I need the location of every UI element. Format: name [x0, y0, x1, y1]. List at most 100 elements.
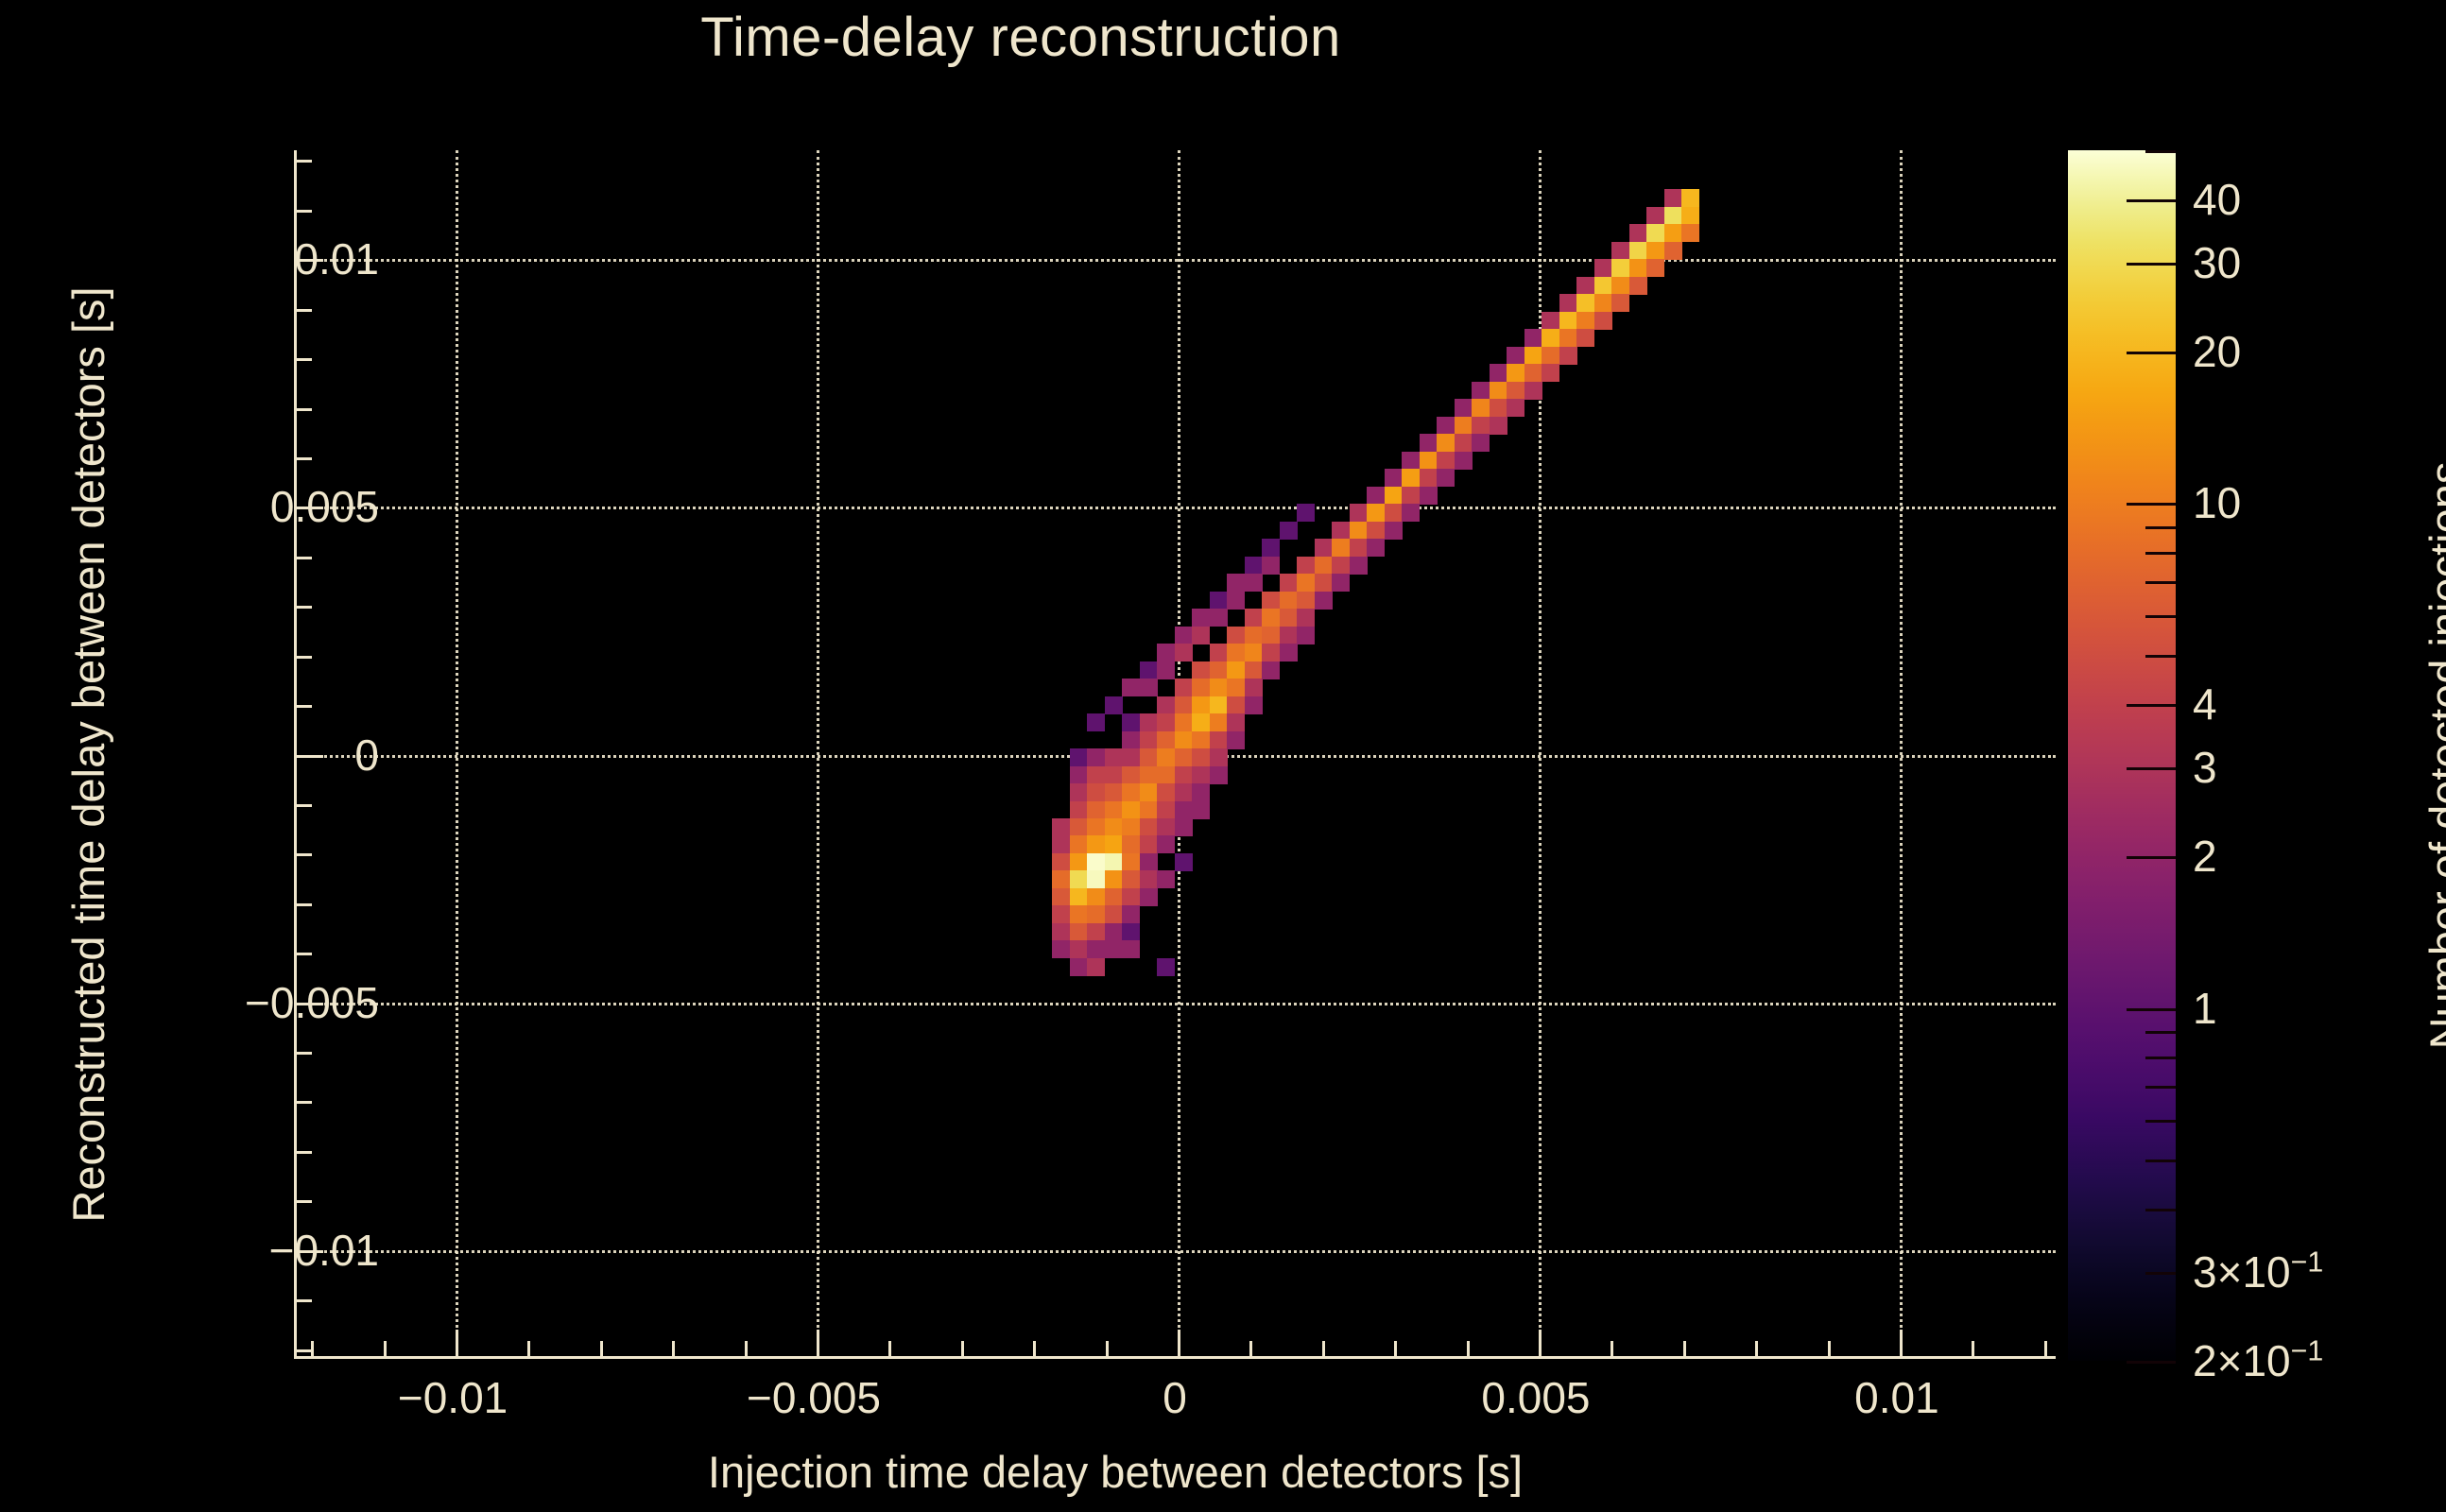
heatmap-cell — [1455, 417, 1473, 435]
heatmap-cell — [1280, 592, 1298, 610]
colorbar[interactable] — [2068, 150, 2176, 1364]
colorbar-title: Number of detected injections — [2420, 461, 2446, 1050]
heatmap-cell — [1140, 801, 1158, 819]
x-tick-label: −0.01 — [397, 1373, 508, 1422]
heatmap-cell — [1210, 766, 1228, 784]
heatmap-cell — [1140, 818, 1158, 836]
gridline-vertical — [456, 150, 459, 1356]
heatmap-cell — [1175, 801, 1193, 819]
heatmap-cell — [1576, 312, 1594, 330]
heatmap-cell — [1122, 731, 1140, 749]
heatmap-cell — [1472, 434, 1490, 452]
colorbar-tick-major — [2127, 503, 2176, 507]
y-tick-minor — [297, 407, 312, 411]
y-tick-minor — [297, 1150, 312, 1154]
heatmap-cell — [1402, 487, 1420, 505]
colorbar-tick-label: 3 — [2193, 742, 2217, 792]
heatmap-cell — [1262, 592, 1280, 610]
heatmap-cell — [1122, 923, 1140, 941]
heatmap-cell — [1122, 835, 1140, 853]
heatmap-cell — [1070, 958, 1088, 976]
colorbar-tick-minor — [2145, 1086, 2176, 1090]
heatmap-cell — [1576, 294, 1594, 312]
heatmap-cell — [1157, 818, 1175, 836]
heatmap-cell — [1332, 574, 1350, 592]
y-tick-minor — [297, 953, 312, 956]
heatmap-cell — [1087, 818, 1105, 836]
heatmap-cell — [1105, 835, 1123, 853]
heatmap-cell — [1192, 783, 1210, 801]
heatmap-cell — [1280, 644, 1298, 662]
heatmap-cell — [1052, 818, 1070, 836]
colorbar-tick-minor — [2145, 150, 2176, 153]
x-axis-title: Injection time delay between detectors [… — [707, 1447, 1524, 1497]
page-title: Time-delay reconstruction — [700, 7, 1341, 68]
colorbar-tick-label: 2×10−1 — [2193, 1335, 2324, 1385]
colorbar-tick-label: 2 — [2193, 831, 2217, 881]
heatmap-cell — [1402, 469, 1420, 487]
heatmap-cell — [1105, 748, 1123, 766]
heatmap-cell — [1210, 713, 1228, 731]
heatmap-cell — [1157, 766, 1175, 784]
heatmap-cell — [1227, 713, 1245, 731]
x-tick-minor — [599, 1341, 603, 1356]
gridline-vertical — [1899, 150, 1903, 1356]
heatmap-cell — [1455, 434, 1473, 452]
heatmap-cell — [1646, 259, 1664, 277]
colorbar-tick-major — [2127, 703, 2176, 707]
heatmap-cell — [1192, 627, 1210, 644]
heatmap-cell — [1227, 662, 1245, 679]
x-tick-minor — [888, 1341, 892, 1356]
heatmap-cell — [1210, 748, 1228, 766]
heatmap-cell — [1315, 574, 1333, 592]
heatmap-cell — [1192, 748, 1210, 766]
heatmap-cell — [1157, 748, 1175, 766]
heatmap-cell — [1559, 347, 1577, 365]
heatmap-cell — [1681, 189, 1699, 207]
heatmap-cell — [1087, 766, 1105, 784]
heatmap-cell — [1140, 679, 1158, 696]
x-tick-minor — [1105, 1341, 1109, 1356]
heatmap-cell — [1262, 662, 1280, 679]
heatmap-cell — [1175, 696, 1193, 714]
y-tick-minor — [297, 1299, 312, 1303]
heatmap-cell — [1192, 679, 1210, 696]
heatmap-cell — [1576, 277, 1594, 295]
colorbar-tick-label: 4 — [2193, 679, 2217, 729]
heatmap-cell — [1367, 539, 1385, 557]
heatmap-cell — [1524, 329, 1542, 347]
heatmap-cell — [1332, 522, 1350, 540]
colorbar-tick-label: 20 — [2193, 326, 2242, 376]
heatmap-cell — [1681, 224, 1699, 242]
heatmap-cell — [1297, 592, 1315, 610]
heatmap-cell — [1087, 783, 1105, 801]
heatmap-cell — [1157, 835, 1175, 853]
x-tick-minor — [1827, 1341, 1831, 1356]
heatmap-cell — [1559, 312, 1577, 330]
heatmap-cell — [1507, 347, 1524, 365]
x-tick-minor — [311, 1341, 315, 1356]
heatmap-cell — [1070, 818, 1088, 836]
heatmap-cell — [1140, 731, 1158, 749]
heatmap-cell — [1140, 748, 1158, 766]
gridline-horizontal — [297, 259, 2056, 263]
heatmap-cell — [1122, 679, 1140, 696]
colorbar-tick-minor — [2145, 1057, 2176, 1060]
x-tick-minor — [2043, 1341, 2047, 1356]
heatmap-cell — [1122, 801, 1140, 819]
heatmap-cell — [1262, 627, 1280, 644]
heatmap-cell — [1490, 364, 1507, 382]
heatmap-cell — [1087, 940, 1105, 958]
y-tick-minor — [297, 803, 312, 807]
heatmap-cell — [1192, 662, 1210, 679]
heatmap-cell — [1087, 888, 1105, 906]
heatmap-cell — [1350, 539, 1368, 557]
heatmap-cell — [1192, 766, 1210, 784]
heatmap-cell — [1140, 662, 1158, 679]
y-tick-minor — [297, 655, 312, 659]
x-tick-minor — [1611, 1341, 1614, 1356]
y-tick-label: −0.01 — [268, 1225, 379, 1275]
heatmap-cell — [1140, 783, 1158, 801]
x-tick-minor — [960, 1341, 964, 1356]
colorbar-tick-major — [2127, 1007, 2176, 1011]
